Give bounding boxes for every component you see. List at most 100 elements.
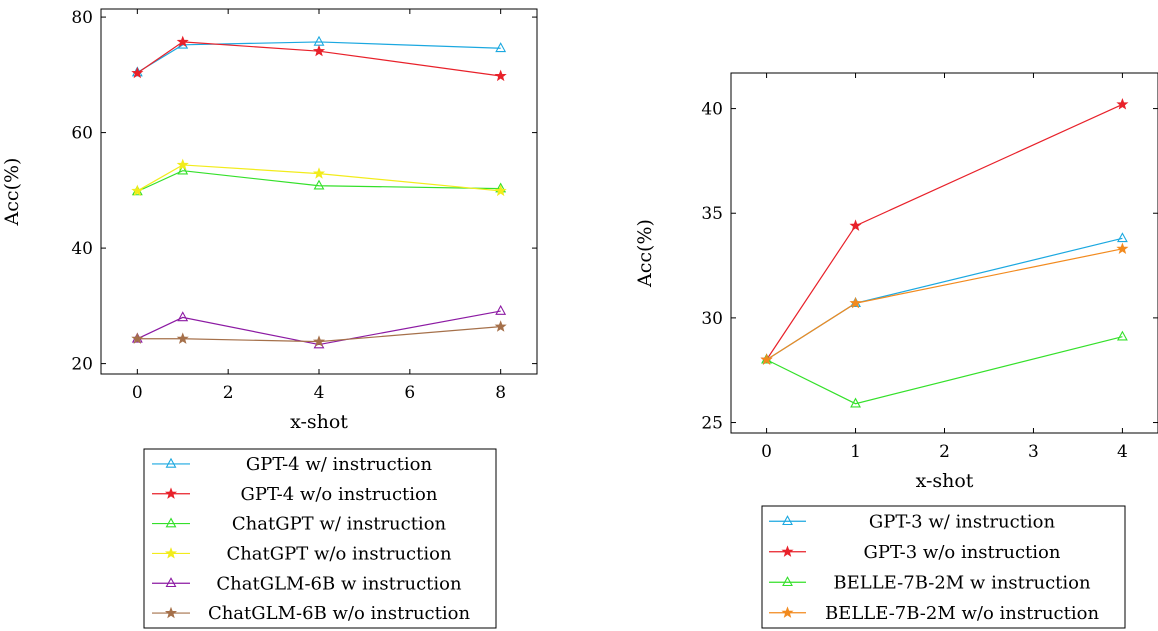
y-tick-label: 80 bbox=[71, 8, 93, 28]
data-point bbox=[176, 35, 189, 48]
y-axis-label: Acc(%) bbox=[1, 158, 23, 227]
data-point bbox=[760, 353, 773, 365]
legend-label: ChatGPT w/o instruction bbox=[226, 543, 452, 564]
data-point bbox=[849, 296, 862, 309]
x-tick-label: 0 bbox=[132, 383, 143, 403]
legend: GPT-3 w/ instruction GPT-3 w/o instructio… bbox=[761, 505, 1126, 629]
legend-entry: BELLE-7B-2M w instruction bbox=[769, 572, 1091, 593]
legend-entry: GPT-4 w/ instruction bbox=[152, 454, 432, 475]
legend-entry: ChatGPT w/o instruction bbox=[152, 543, 452, 564]
x-tick-label: 2 bbox=[223, 383, 234, 403]
legend-label: ChatGLM-6B w/o instruction bbox=[208, 603, 471, 624]
legend-label: GPT-4 w/o instruction bbox=[241, 484, 438, 505]
series-line bbox=[137, 170, 501, 193]
chart-1: 0 2 4 6 8 20 40 60 80 x-shot Acc(%) GPT-4 w/ instru… bbox=[1, 8, 538, 629]
series-line bbox=[766, 103, 1123, 361]
legend-label: ChatGLM-6B w instruction bbox=[216, 573, 462, 594]
y-tick-label: 25 bbox=[701, 414, 723, 434]
legend-swatch-marker bbox=[165, 457, 177, 468]
x-tick-label: 8 bbox=[495, 383, 506, 403]
legend-label: BELLE-7B-2M w instruction bbox=[833, 572, 1091, 593]
x-axis-label: x-shot bbox=[916, 470, 974, 492]
legend-box bbox=[761, 505, 1126, 629]
chart-2: 0 1 2 3 4 25 30 35 40 x-shot Acc(%) GPT-3 w/ instru… bbox=[634, 72, 1158, 629]
data-point bbox=[177, 164, 189, 175]
x-tick-label: 1 bbox=[850, 442, 861, 462]
legend-entry: BELLE-7B-2M w/o instruction bbox=[769, 603, 1099, 624]
series-2 bbox=[760, 98, 1129, 365]
x-tick-label: 6 bbox=[404, 383, 415, 403]
data-point bbox=[176, 332, 189, 344]
legend-label: BELLE-7B-2M w/o instruction bbox=[825, 603, 1099, 624]
x-tick-label: 2 bbox=[939, 442, 950, 462]
legend-swatch-marker bbox=[165, 517, 177, 528]
legend-swatch-marker bbox=[164, 547, 178, 559]
legend-entry: ChatGLM-6B w/o instruction bbox=[152, 603, 470, 624]
legend-entry: GPT-3 w/ instruction bbox=[769, 511, 1055, 532]
series-6 bbox=[131, 320, 507, 347]
x-tick-label: 4 bbox=[314, 383, 325, 403]
series-line bbox=[137, 310, 501, 346]
data-point bbox=[312, 167, 326, 179]
legend-label: GPT-3 w/ instruction bbox=[869, 511, 1056, 532]
data-point bbox=[1116, 242, 1129, 254]
y-axis-label: Acc(%) bbox=[634, 219, 656, 288]
series-line bbox=[137, 164, 501, 192]
series-line bbox=[137, 41, 501, 74]
series-4 bbox=[760, 242, 1129, 365]
series-line bbox=[766, 248, 1123, 361]
data-point bbox=[312, 335, 326, 347]
legend-label: GPT-3 w/o instruction bbox=[864, 542, 1061, 563]
x-axis-label: x-shot bbox=[290, 411, 348, 433]
x-tick-label: 0 bbox=[761, 442, 772, 462]
y-tick-label: 60 bbox=[71, 124, 93, 144]
data-point bbox=[495, 42, 507, 53]
data-point bbox=[494, 184, 507, 197]
data-point bbox=[131, 332, 144, 344]
series-line bbox=[766, 237, 1123, 361]
legend-swatch-marker bbox=[781, 545, 794, 557]
legend-swatch-marker bbox=[782, 576, 793, 587]
plot-frame bbox=[730, 72, 1158, 434]
x-tick-label: 4 bbox=[1117, 442, 1128, 462]
y-tick-label: 30 bbox=[701, 309, 723, 329]
legend: GPT-4 w/ instruction GPT-4 w/o instructio… bbox=[143, 448, 497, 629]
legend-swatch-marker bbox=[782, 515, 793, 526]
legend-label: GPT-4 w/ instruction bbox=[246, 454, 433, 475]
data-point bbox=[1116, 330, 1128, 341]
legend-swatch-marker bbox=[165, 577, 177, 588]
legend-swatch-marker bbox=[164, 606, 178, 619]
x-tick-label: 3 bbox=[1028, 442, 1039, 462]
series-line bbox=[766, 336, 1123, 405]
series-line bbox=[136, 41, 501, 77]
data-point bbox=[494, 320, 507, 332]
data-point bbox=[1116, 98, 1129, 110]
y-tick-label: 40 bbox=[71, 239, 93, 259]
data-point bbox=[131, 66, 144, 79]
data-point bbox=[1116, 232, 1128, 243]
legend-box bbox=[143, 448, 497, 629]
data-point bbox=[495, 304, 507, 315]
legend-swatch-marker bbox=[781, 606, 794, 618]
legend-entry: ChatGPT w/ instruction bbox=[152, 514, 447, 535]
data-point bbox=[131, 184, 144, 197]
data-point bbox=[312, 44, 326, 57]
data-point bbox=[849, 219, 862, 231]
data-point bbox=[176, 158, 189, 171]
series-2 bbox=[131, 35, 507, 82]
legend-swatch-marker bbox=[164, 487, 178, 499]
y-tick-label: 35 bbox=[701, 204, 723, 224]
data-point bbox=[177, 311, 189, 322]
legend-entry: GPT-4 w/o instruction bbox=[152, 484, 438, 505]
plot-frame bbox=[100, 8, 538, 375]
y-tick-label: 40 bbox=[701, 100, 723, 120]
y-tick-label: 20 bbox=[71, 355, 93, 375]
series-line bbox=[137, 326, 501, 343]
data-point bbox=[313, 35, 325, 46]
series-1 bbox=[761, 232, 1128, 364]
data-point bbox=[313, 179, 325, 190]
legend-entry: ChatGLM-6B w instruction bbox=[152, 573, 462, 594]
series-3 bbox=[761, 330, 1128, 408]
data-point bbox=[850, 397, 861, 408]
